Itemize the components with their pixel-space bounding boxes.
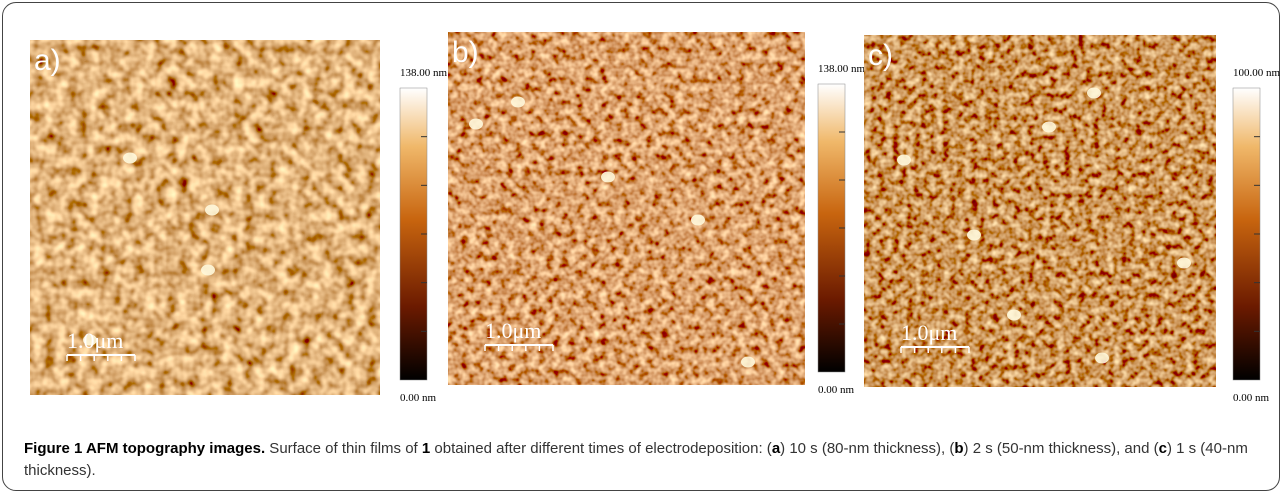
colorbar-min-label: 0.00 nm [1233, 392, 1270, 404]
particle [201, 265, 215, 276]
particle [1095, 353, 1109, 364]
particle [1042, 122, 1056, 133]
caption-text: ) 10 s (80-nm thickness), ( [780, 440, 954, 457]
caption-text: 1 [422, 440, 430, 457]
colorbar-min-label: 0.00 nm [818, 384, 855, 396]
caption-text: c [1159, 440, 1167, 457]
particle [123, 153, 137, 164]
particle [691, 215, 705, 226]
caption: Figure 1 AFM topography images. Surface … [24, 438, 1256, 482]
caption-text: a [772, 440, 780, 457]
colorbar-max-label: 138.00 nm [400, 67, 448, 79]
panel-label: b) [452, 36, 479, 69]
particle [205, 205, 219, 216]
caption-text: Surface of thin films of [265, 440, 422, 457]
panel-label: c) [868, 39, 893, 72]
colorbar-max-label: 100.00 nm [1233, 67, 1281, 79]
particle [1007, 310, 1021, 321]
particle [1087, 88, 1101, 99]
particle [1177, 258, 1191, 269]
colorbar-min-label: 0.00 nm [400, 392, 437, 404]
caption-text: obtained after different times of electr… [430, 440, 772, 457]
scale-bar-label: 1.0μm [485, 318, 541, 343]
page: {"panels": [ {"label": "a)", "scale_bar"… [0, 0, 1282, 493]
colorbar-max-label: 138.00 nm [818, 63, 866, 75]
particle [469, 119, 483, 130]
caption-text: ) 2 s (50-nm thickness), and ( [964, 440, 1159, 457]
particle [511, 97, 525, 108]
particle [741, 357, 755, 368]
scale-bar-label: 1.0μm [901, 320, 957, 345]
particle [967, 230, 981, 241]
caption-text: b [954, 440, 963, 457]
figure-panels: a) 1.0μm 138.00 nm 0.00 nm b) 1.0μm 138.00 nm 0… [0, 0, 1282, 430]
particle [897, 155, 911, 166]
particle [601, 172, 615, 183]
scale-bar-label: 1.0μm [67, 328, 123, 353]
panel-label: a) [34, 44, 61, 77]
caption-title: Figure 1 AFM topography images. [24, 440, 265, 457]
